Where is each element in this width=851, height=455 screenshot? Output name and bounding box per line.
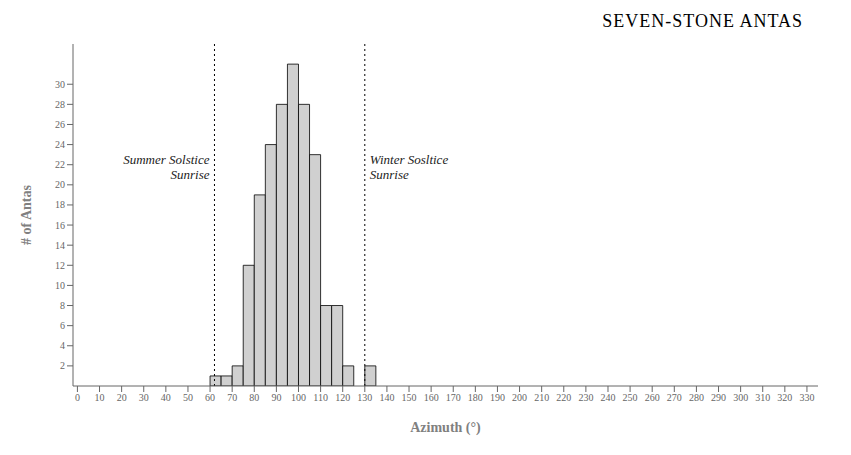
svg-text:70: 70 [227,392,237,403]
svg-text:30: 30 [139,392,149,403]
svg-text:300: 300 [733,392,748,403]
svg-text:180: 180 [468,392,483,403]
svg-text:30: 30 [55,79,65,90]
svg-text:80: 80 [249,392,259,403]
svg-text:10: 10 [55,280,65,291]
svg-text:250: 250 [623,392,638,403]
svg-text:2: 2 [60,360,65,371]
html-text:SEVEN-STONE ANTAS: SEVEN-STONE ANTAS [602,11,803,31]
svg-text:100: 100 [291,392,306,403]
svg-text:10: 10 [95,392,105,403]
svg-text:110: 110 [313,392,328,403]
svg-text:60: 60 [205,392,215,403]
svg-text:210: 210 [534,392,549,403]
svg-text:230: 230 [578,392,593,403]
svg-text:140: 140 [379,392,394,403]
svg-text:6: 6 [60,320,65,331]
svg-text:310: 310 [755,392,770,403]
svg-text:# of Antas: # of Antas [19,185,34,245]
svg-text:290: 290 [711,392,726,403]
svg-text:Azimuth (°): Azimuth (°) [410,420,481,436]
svg-text:190: 190 [490,392,505,403]
svg-text:150: 150 [402,392,417,403]
svg-text:120: 120 [335,392,350,403]
svg-text:12: 12 [55,260,65,271]
svg-text:20: 20 [55,179,65,190]
svg-text:260: 260 [645,392,660,403]
svg-text:130: 130 [357,392,372,403]
svg-text:240: 240 [600,392,615,403]
svg-text:330: 330 [799,392,814,403]
svg-text:200: 200 [512,392,527,403]
svg-text:50: 50 [183,392,193,403]
svg-text:14: 14 [55,240,65,251]
svg-text:320: 320 [777,392,792,403]
svg-text:16: 16 [55,220,65,231]
svg-text:22: 22 [55,159,65,170]
svg-text:Summer SolsticeSunrise: Summer SolsticeSunrise [123,152,210,183]
svg-text:40: 40 [161,392,171,403]
svg-text:26: 26 [55,119,65,130]
svg-text:Winter SoslticeSunrise: Winter SoslticeSunrise [370,152,449,183]
svg-text:4: 4 [60,340,65,351]
svg-text:20: 20 [117,392,127,403]
svg-text:8: 8 [60,300,65,311]
svg-text:0: 0 [75,392,80,403]
svg-text:280: 280 [689,392,704,403]
svg-text:220: 220 [556,392,571,403]
svg-text:170: 170 [446,392,461,403]
svg-text:28: 28 [55,99,65,110]
svg-text:90: 90 [271,392,281,403]
svg-text:160: 160 [424,392,439,403]
svg-text:270: 270 [667,392,682,403]
svg-text:24: 24 [55,139,65,150]
svg-text:18: 18 [55,199,65,210]
